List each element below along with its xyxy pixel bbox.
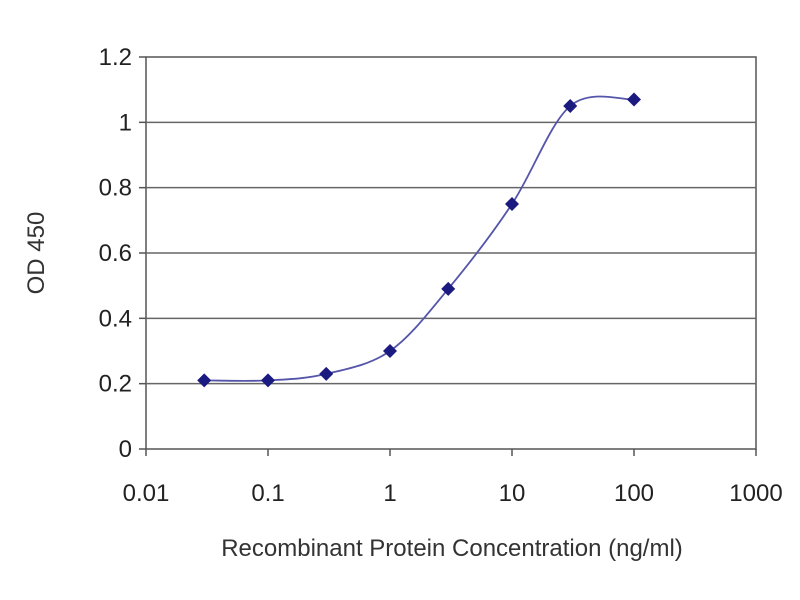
data-point (563, 99, 578, 113)
gridlines (146, 121, 756, 385)
y-tick-label: 0.6 (99, 240, 132, 267)
y-tick-label: 0.2 (99, 371, 132, 398)
y-axis: 0 0.2 0.4 0.6 0.8 1 1.2 (99, 44, 146, 463)
data-point (383, 344, 397, 358)
fit-curve (204, 95, 635, 382)
y-axis-title: OD 450 (23, 212, 50, 295)
y-tick-label: 1 (119, 109, 132, 136)
y-tick-label: 0 (119, 436, 132, 463)
x-tick-label: 1 (383, 480, 396, 507)
data-point (505, 197, 519, 211)
data-point (627, 92, 641, 107)
data-point (261, 373, 275, 388)
x-tick-label: 1000 (729, 480, 782, 507)
x-tick-label: 0.1 (251, 480, 284, 507)
data-point (441, 281, 456, 296)
y-tick-label: 0.4 (99, 305, 132, 332)
data-point (319, 366, 334, 381)
y-tick-label: 0.8 (99, 175, 132, 202)
x-tick-label: 0.01 (123, 480, 170, 507)
x-axis-title: Recombinant Protein Concentration (ng/ml… (221, 535, 683, 562)
x-axis: 0.01 0.1 1 10 100 1000 (123, 449, 783, 507)
data-points (197, 92, 641, 388)
x-tick-label: 10 (499, 480, 526, 507)
x-tick-label: 100 (614, 480, 654, 507)
y-tick-label: 1.2 (99, 44, 132, 71)
data-point (197, 373, 212, 388)
